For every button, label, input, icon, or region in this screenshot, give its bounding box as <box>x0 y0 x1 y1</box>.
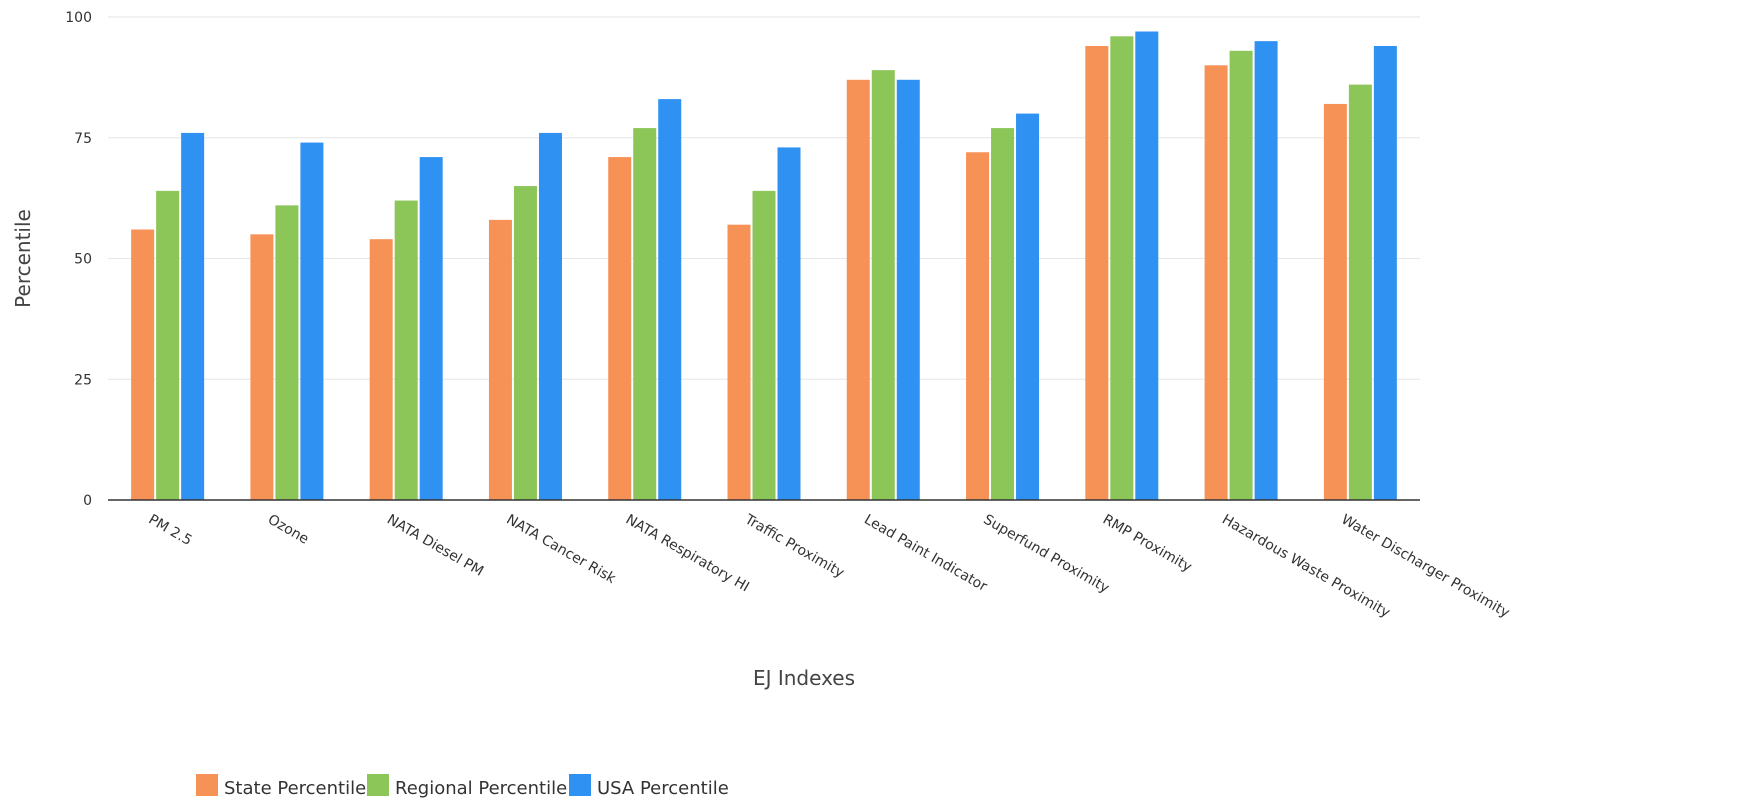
bar <box>1254 41 1278 501</box>
x-tick-label: Superfund Proximity <box>981 512 1112 597</box>
legend-swatch <box>569 774 591 796</box>
legend-swatch <box>196 774 218 796</box>
legend-swatch <box>367 774 389 796</box>
bar <box>752 190 776 500</box>
bar <box>1373 45 1397 500</box>
x-tick-label: Lead Paint Indicator <box>861 512 990 595</box>
bar <box>419 157 443 500</box>
x-tick-label: NATA Respiratory HI <box>623 512 752 596</box>
x-tick-label: NATA Cancer Risk <box>503 512 618 588</box>
bar <box>488 219 512 501</box>
y-tick-label: 75 <box>74 131 92 147</box>
bar <box>991 128 1015 500</box>
bar <box>156 190 180 500</box>
bar <box>1085 45 1109 500</box>
y-tick-label: 25 <box>74 372 92 388</box>
legend-label: Regional Percentile <box>395 778 567 799</box>
bar <box>1348 84 1372 501</box>
bar <box>777 147 801 500</box>
y-tick-label: 50 <box>74 252 92 268</box>
bar <box>633 128 657 500</box>
x-tick-label: NATA Diesel PM <box>384 512 486 580</box>
bar <box>394 200 418 501</box>
bar <box>1135 31 1159 501</box>
x-tick-label: Ozone <box>265 512 311 548</box>
bar <box>1229 50 1253 501</box>
bar <box>846 79 870 500</box>
bar <box>896 79 920 500</box>
y-axis-ticks: 0 25 50 75 100 <box>65 10 92 509</box>
bar <box>1204 65 1228 501</box>
bar <box>658 99 682 501</box>
bar <box>538 132 562 501</box>
x-axis-title: EJ Indexes <box>753 666 855 690</box>
bar <box>1110 36 1134 500</box>
legend: State Percentile Regional Percentile USA P… <box>196 774 729 799</box>
y-tick-label: 100 <box>65 10 92 26</box>
bar <box>300 142 324 500</box>
y-axis-title: Percentile <box>11 209 35 308</box>
bar <box>727 224 751 500</box>
x-tick-label: RMP Proximity <box>1100 512 1195 576</box>
bar <box>131 229 155 500</box>
bar <box>181 132 205 501</box>
y-tick-label: 0 <box>83 493 92 509</box>
bars <box>131 31 1397 501</box>
bar <box>275 205 299 500</box>
bar <box>871 70 895 500</box>
bar <box>608 157 632 500</box>
x-tick-label: PM 2.5 <box>146 512 195 549</box>
bar <box>1323 103 1347 500</box>
bar <box>369 239 393 500</box>
x-axis-ticks: PM 2.5 Ozone NATA Diesel PM NATA Cancer Ris… <box>146 511 1513 621</box>
bar <box>250 234 274 500</box>
x-tick-label: Traffic Proximity <box>741 511 847 581</box>
bar <box>513 186 537 501</box>
legend-label: USA Percentile <box>597 778 729 799</box>
bar <box>966 152 990 501</box>
legend-label: State Percentile <box>224 778 366 799</box>
bar <box>1016 113 1040 500</box>
